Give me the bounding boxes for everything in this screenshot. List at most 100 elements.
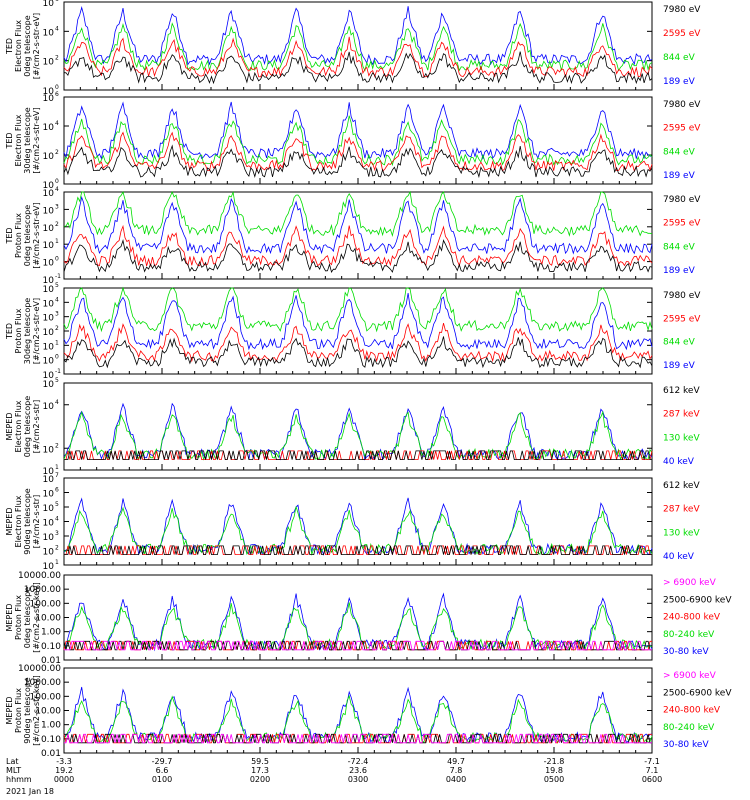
series-line	[64, 640, 652, 651]
y-tick-exponent: 3	[55, 203, 59, 210]
y-tick-exponent: -1	[55, 368, 61, 375]
y-tick-label: 10	[43, 533, 55, 543]
y-tick-label: 10	[43, 519, 55, 529]
legend-entry: 189 eV	[663, 171, 696, 181]
x-tick-label: 0100	[152, 775, 172, 784]
x-tick-label: 0200	[250, 775, 270, 784]
x-tick-label: 49.7	[447, 757, 465, 766]
y-tick-base: 10	[43, 58, 55, 68]
y-tick-exponent: 3	[55, 530, 59, 537]
y-tick-label: 100.00	[30, 692, 62, 702]
y-tick-exponent: 2	[55, 442, 59, 449]
y-tick-exponent: 4	[55, 296, 59, 303]
y-tick-exponent: 6	[55, 91, 59, 98]
y-tick-base: 10	[43, 445, 55, 455]
y-axis-label: TED	[5, 227, 14, 244]
y-tick-base: 10	[43, 533, 55, 543]
series-line	[63, 410, 653, 461]
y-tick-label: 10	[43, 357, 55, 367]
y-tick-base: 10	[43, 519, 55, 529]
series-line	[63, 224, 653, 268]
y-tick-base: 10	[43, 206, 55, 216]
y-axis-label: Proton Flux	[14, 308, 23, 353]
panel-frame	[63, 96, 653, 185]
y-tick-base: 10	[43, 152, 55, 162]
series-line	[64, 733, 652, 744]
legend-entry: 844 eV	[663, 242, 696, 252]
y-axis-label: Electron Flux	[14, 20, 23, 72]
series-line	[63, 101, 653, 160]
y-tick-label: 10	[43, 475, 55, 485]
y-tick-label: 10	[43, 402, 55, 412]
y-axis-label: 0deg telescope	[23, 205, 32, 266]
series-line	[63, 22, 653, 72]
y-tick-label: 10	[43, 152, 55, 162]
y-tick-label: 10	[43, 548, 55, 558]
y-tick-label: 10	[43, 224, 55, 234]
y-tick-exponent: 1	[55, 559, 59, 566]
y-axis-label: 0deg telescope	[23, 587, 32, 648]
series-line	[63, 238, 653, 273]
y-tick-exponent: 5	[55, 377, 59, 384]
y-tick-exponent: 0	[55, 84, 59, 91]
y-tick-label: 10	[43, 490, 55, 500]
legend-entry: 189 eV	[663, 361, 696, 371]
y-axis-label: MEPED	[5, 697, 14, 725]
y-tick-label: 0.01	[41, 749, 61, 759]
y-tick-base: 10	[43, 548, 55, 558]
legend-entry: > 6900 keV	[663, 578, 717, 588]
panel-frame	[63, 191, 653, 280]
y-tick-exponent: 6	[55, 487, 59, 494]
legend-entry: 287 keV	[663, 505, 700, 515]
y-tick-base: 10	[43, 224, 55, 234]
y-tick-exponent: 2	[55, 149, 59, 156]
y-tick-label: 0.10	[41, 642, 61, 652]
x-tick-label: 0000	[54, 775, 74, 784]
legend-entry: 130 keV	[663, 433, 700, 443]
series-line	[63, 195, 653, 255]
y-axis-label: TED	[5, 38, 14, 55]
x-tick-label: 59.5	[251, 757, 269, 766]
series-line	[63, 286, 653, 333]
y-tick-base: 10	[43, 342, 55, 352]
y-tick-base: 10	[43, 475, 55, 485]
y-tick-label: 10.00	[35, 614, 61, 624]
y-axis-label: Electron Flux	[14, 400, 23, 452]
y-tick-base: 10	[43, 504, 55, 514]
legend-entry: 130 keV	[663, 528, 700, 538]
x-tick-label: -29.7	[152, 757, 173, 766]
legend-entry: 844 eV	[663, 338, 696, 348]
legend-entry: 240-800 keV	[663, 613, 721, 623]
y-tick-base: 10	[43, 0, 55, 9]
y-tick-exponent: 5	[55, 501, 59, 508]
x-tick-label: 17.3	[251, 766, 269, 775]
x-tick-label: 23.6	[349, 766, 367, 775]
legend-entry: 30-80 keV	[663, 740, 709, 750]
y-tick-base: 10	[43, 276, 55, 286]
x-tick-label: 0500	[544, 775, 564, 784]
y-tick-base: 10	[43, 371, 55, 381]
series-line	[63, 322, 653, 363]
panel-frame	[63, 1, 653, 91]
y-tick-label: 10	[43, 562, 55, 572]
y-axis-label: [#/cm2-s-str-eV]	[32, 107, 41, 173]
y-tick-base: 10	[43, 467, 55, 477]
y-axis-label: Electron Flux	[14, 495, 23, 547]
y-axis-label: 90deg telescope	[23, 488, 32, 555]
legend-entry: 2595 eV	[663, 219, 701, 229]
legend-entry: 30-80 keV	[663, 647, 709, 657]
legend-entry: 7980 eV	[663, 5, 701, 15]
y-axis-label: TED	[5, 132, 14, 149]
y-tick-exponent: 4	[55, 186, 59, 193]
y-axis-label: MEPED	[5, 604, 14, 632]
y-axis-label: 0deg telescope	[23, 15, 32, 76]
y-tick-label: 10	[43, 0, 55, 9]
y-tick-base: 10	[43, 259, 55, 269]
y-tick-exponent: 4	[55, 25, 59, 32]
y-tick-label: 1000.00	[24, 678, 61, 688]
x-tick-label: 7.8	[450, 766, 463, 775]
